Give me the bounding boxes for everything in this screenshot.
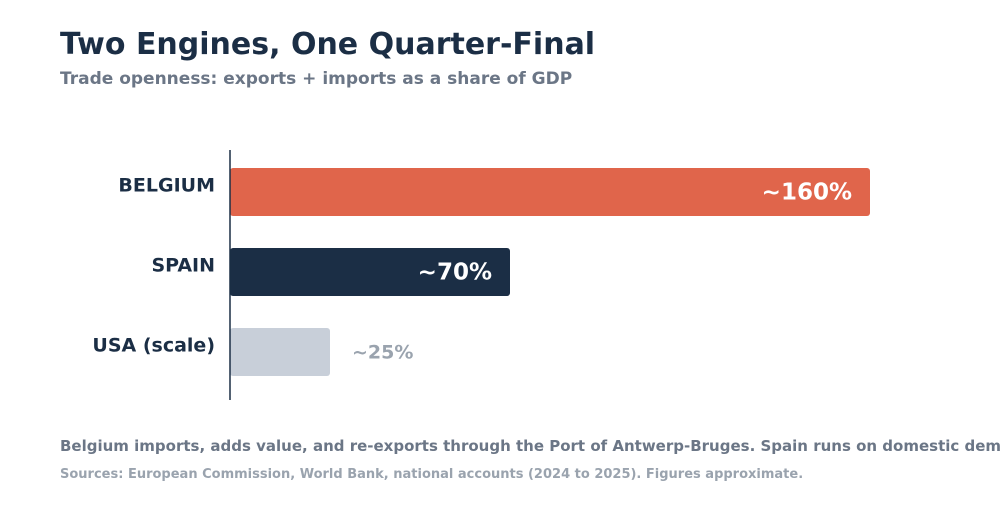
category-label-belgium: BELGIUM	[118, 175, 215, 197]
bar-chart: BELGIUM ~160% SPAIN ~70% USA (scale) ~25%	[92, 150, 870, 400]
chart-title: Two Engines, One Quarter-Final	[60, 27, 596, 62]
chart-footnote: Belgium imports, adds value, and re-expo…	[60, 437, 1000, 455]
value-label-usa-scale: ~25%	[352, 342, 413, 364]
value-label-spain: ~70%	[418, 260, 492, 286]
chart-source: Sources: European Commission, World Bank…	[60, 467, 804, 482]
category-label-spain: SPAIN	[151, 255, 215, 277]
category-label-usa-scale: USA (scale)	[92, 335, 215, 357]
bar-spain	[230, 248, 510, 296]
chart-subtitle: Trade openness: exports + imports as a s…	[60, 69, 573, 89]
bar-usa-scale	[230, 328, 330, 376]
bar-belgium	[230, 168, 870, 216]
value-label-belgium: ~160%	[762, 180, 852, 206]
